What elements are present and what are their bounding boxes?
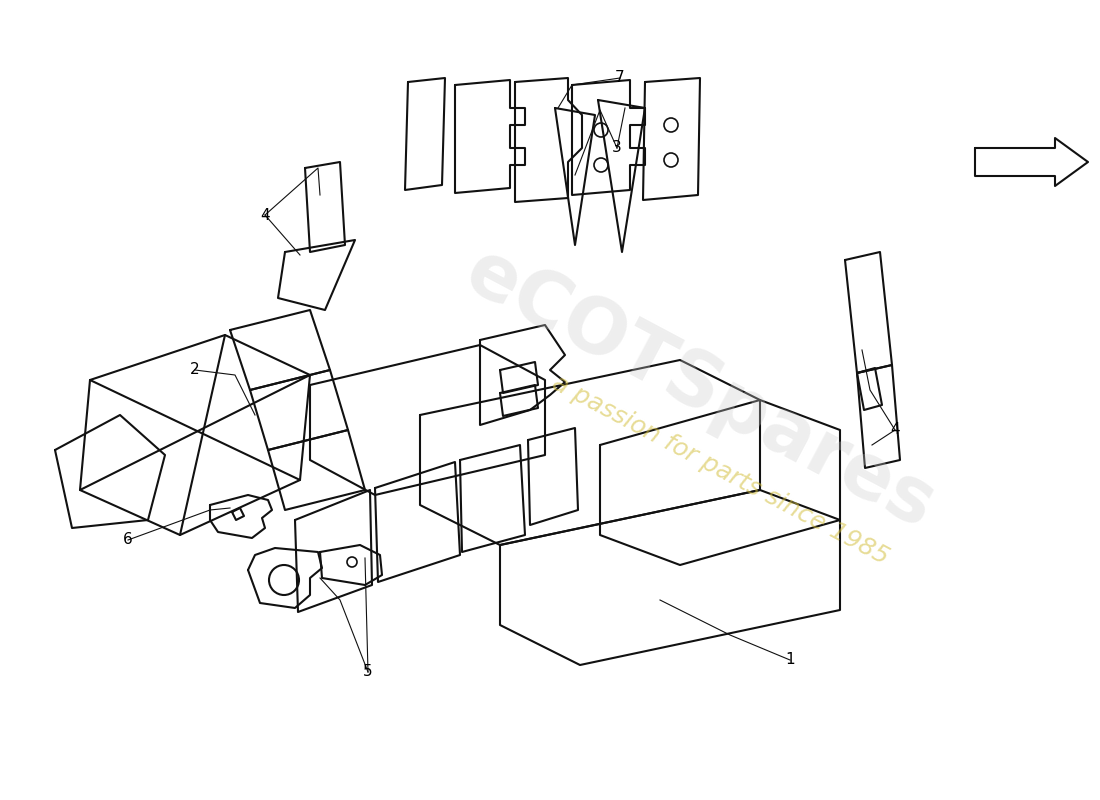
Text: 4: 4 [890,422,900,438]
Text: 4: 4 [261,207,270,222]
Text: 7: 7 [615,70,625,86]
Text: 1: 1 [785,653,795,667]
Text: 5: 5 [363,665,373,679]
Text: 3: 3 [612,141,621,155]
Text: eCOTSpares: eCOTSpares [452,235,947,545]
Text: 2: 2 [190,362,200,378]
Text: 6: 6 [123,533,133,547]
Text: a passion for parts since 1985: a passion for parts since 1985 [548,370,892,570]
